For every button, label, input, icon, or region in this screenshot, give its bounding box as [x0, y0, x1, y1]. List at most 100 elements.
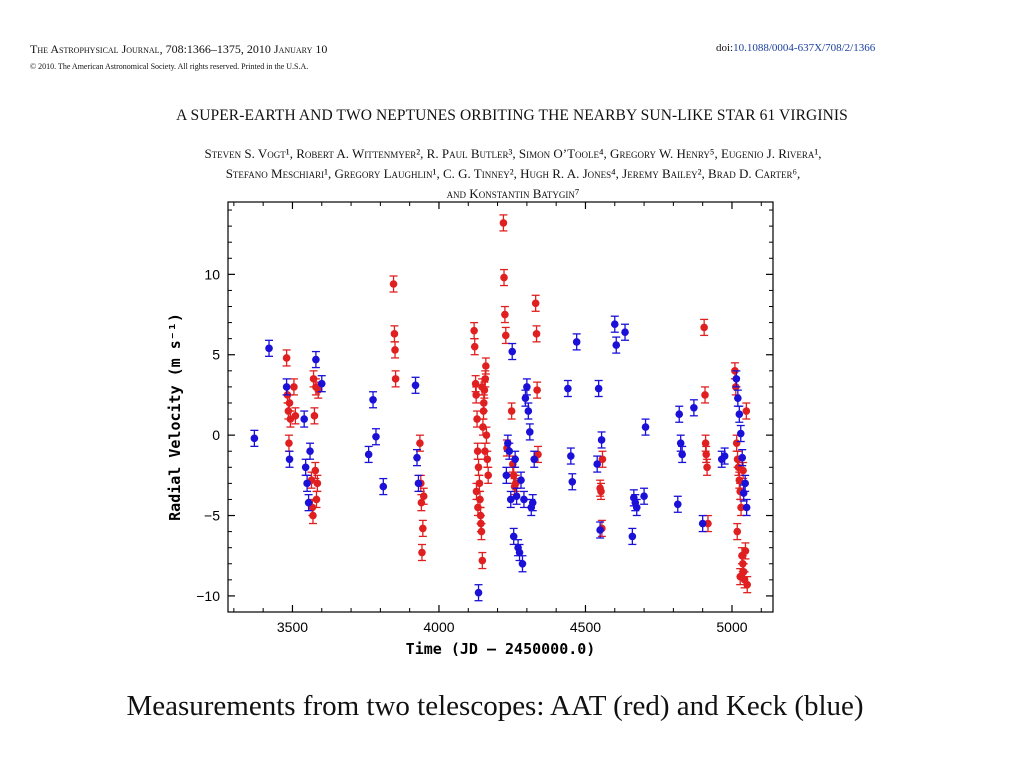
data-point: [310, 407, 319, 425]
data-point: [742, 402, 751, 420]
data-point: [568, 473, 577, 491]
data-point: [598, 450, 607, 468]
marker: [518, 559, 527, 568]
data-point: [250, 429, 259, 448]
marker: [641, 423, 650, 431]
marker: [597, 487, 605, 496]
marker: [632, 503, 641, 512]
y-axis-label: Radial Velocity (m s⁻¹): [166, 313, 184, 521]
data-point: [265, 339, 274, 357]
marker: [515, 548, 524, 557]
data-point: [311, 461, 320, 480]
marker: [507, 407, 516, 415]
author-list: Steven S. Vogt¹, Robert A. Wittenmyer², …: [28, 144, 998, 204]
data-point: [594, 379, 603, 398]
data-point: [689, 399, 698, 417]
data-point: [531, 294, 540, 312]
y-tick-label: 10: [204, 266, 220, 282]
marker: [306, 447, 314, 456]
data-point: [703, 514, 712, 533]
marker: [411, 381, 420, 390]
data-point: [563, 379, 572, 398]
data-point: [306, 442, 315, 460]
marker: [526, 428, 534, 436]
marker: [369, 395, 377, 404]
marker: [310, 412, 319, 420]
x-tick-label: 5000: [716, 619, 747, 635]
marker: [532, 330, 541, 338]
data-point: [738, 448, 747, 467]
marker: [477, 519, 485, 528]
marker: [594, 384, 603, 393]
series-1: [250, 315, 751, 602]
data-point: [412, 448, 421, 467]
marker: [479, 399, 488, 407]
marker: [675, 410, 684, 419]
marker: [564, 384, 572, 393]
data-point: [499, 214, 508, 232]
data-point: [303, 474, 312, 493]
marker: [739, 489, 748, 497]
marker: [372, 432, 380, 441]
data-point: [621, 323, 630, 341]
marker: [528, 498, 537, 507]
marker: [501, 331, 510, 340]
doi-prefix: doi:: [716, 42, 734, 54]
copyright-notice: © 2010. The American Astronomical Societ…: [30, 62, 309, 71]
marker: [482, 431, 491, 439]
marker: [512, 492, 521, 501]
data-point: [736, 424, 745, 443]
marker: [474, 588, 483, 597]
marker: [628, 532, 637, 541]
marker: [470, 342, 479, 351]
marker: [523, 383, 531, 391]
marker: [735, 410, 744, 419]
marker: [742, 407, 751, 415]
authors-line-3: and Konstantin Batygin⁷: [446, 186, 580, 201]
data-point: [379, 477, 388, 496]
data-point: [596, 521, 605, 539]
marker: [621, 328, 629, 337]
marker: [597, 436, 606, 444]
data-point: [702, 445, 711, 464]
data-point: [506, 490, 515, 509]
marker: [701, 439, 710, 447]
data-point: [371, 428, 380, 446]
slide-caption: Measurements from two telescopes: AAT (r…: [126, 690, 864, 722]
marker: [741, 479, 749, 488]
data-point: [641, 418, 650, 436]
marker: [478, 383, 486, 391]
marker: [568, 477, 577, 486]
data-point: [736, 567, 745, 586]
data-point: [508, 342, 517, 361]
data-point: [628, 527, 637, 546]
marker: [502, 471, 511, 480]
doi-link[interactable]: 10.1088/0004-637X/708/2/1366: [733, 42, 876, 54]
y-tick-label: 5: [212, 347, 220, 363]
marker: [414, 479, 423, 488]
marker: [291, 412, 300, 420]
data-point: [533, 381, 542, 399]
y-tick-label: −5: [204, 508, 220, 524]
marker: [732, 375, 741, 383]
marker: [300, 415, 308, 423]
marker: [419, 524, 427, 533]
marker: [737, 503, 745, 512]
data-point: [511, 450, 520, 468]
data-point: [673, 495, 682, 513]
data-point: [743, 576, 752, 594]
marker: [742, 503, 751, 512]
journal-name: The Astrophysical Journal, 708:1366–1375…: [30, 42, 328, 56]
axis-ticks: 3500 4000 4500 5000 −10 −5 0 5 10: [196, 202, 773, 635]
y-tick-label: 0: [212, 427, 220, 443]
marker: [317, 379, 326, 388]
data-point: [285, 450, 294, 468]
data-point: [515, 543, 524, 562]
data-point: [473, 410, 482, 428]
marker: [738, 453, 747, 462]
data-point: [530, 450, 539, 468]
data-point: [566, 447, 575, 465]
data-point: [593, 455, 602, 473]
authors-line-1: Steven S. Vogt¹, Robert A. Wittenmyer², …: [204, 146, 822, 161]
